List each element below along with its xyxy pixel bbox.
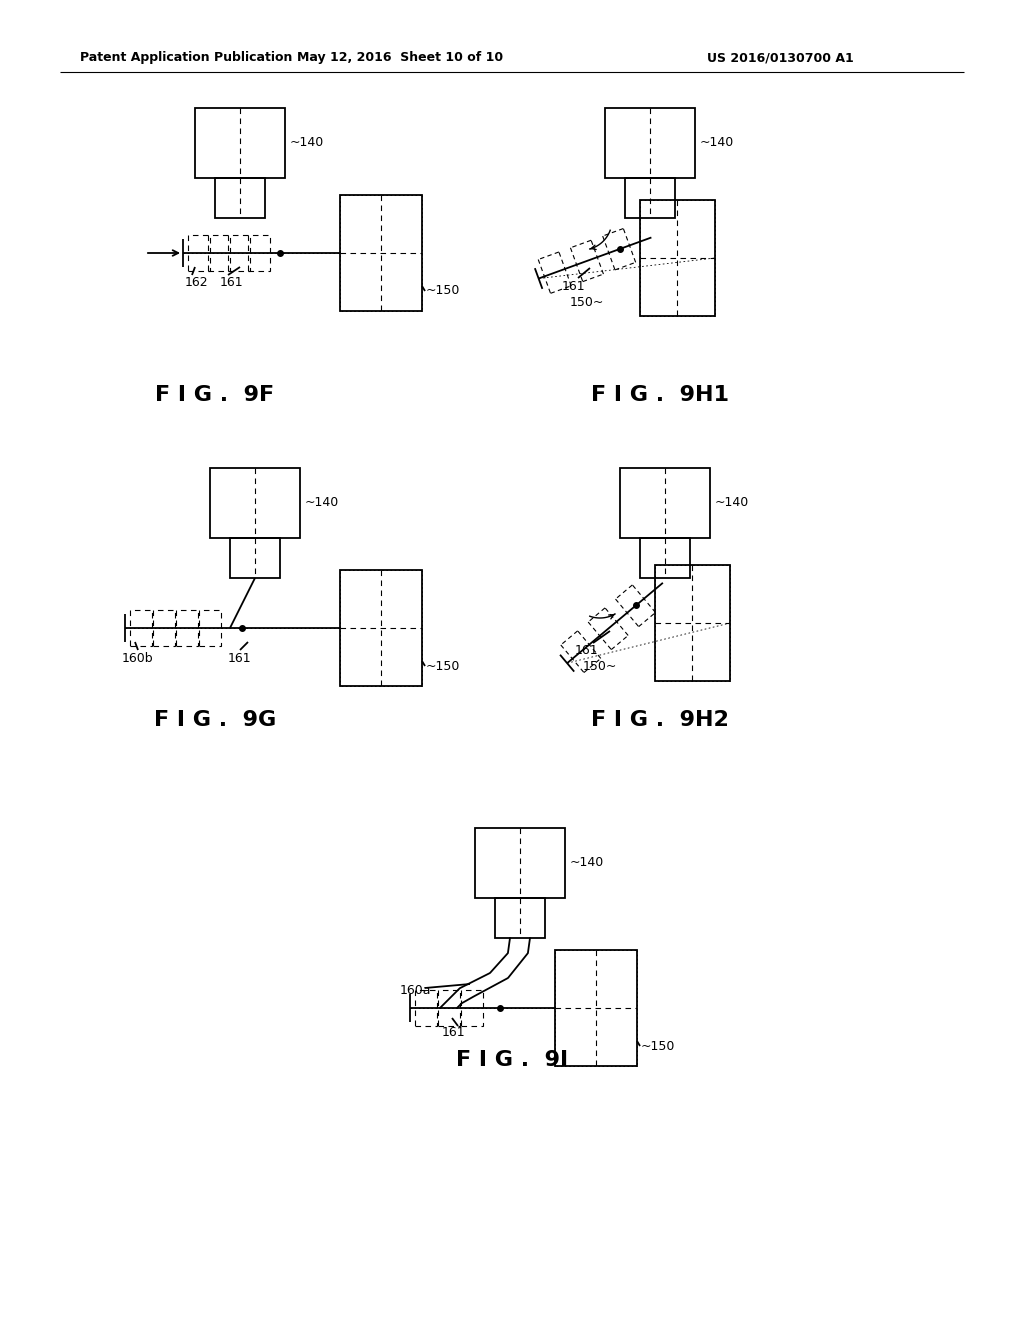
Text: F I G .  9I: F I G . 9I <box>456 1049 568 1071</box>
Text: Patent Application Publication: Patent Application Publication <box>80 51 293 65</box>
Text: 160b: 160b <box>122 652 154 664</box>
Bar <box>199 610 221 645</box>
Bar <box>475 828 565 898</box>
Bar <box>640 539 690 578</box>
Text: F I G .  9H2: F I G . 9H2 <box>591 710 729 730</box>
Text: May 12, 2016  Sheet 10 of 10: May 12, 2016 Sheet 10 of 10 <box>297 51 503 65</box>
Bar <box>340 570 422 686</box>
Bar <box>215 178 265 218</box>
Text: ~150: ~150 <box>641 1040 676 1052</box>
Text: ~140: ~140 <box>715 496 750 510</box>
Bar <box>228 235 250 271</box>
Text: 160a: 160a <box>400 983 431 997</box>
Text: 161: 161 <box>575 644 599 657</box>
Text: F I G .  9F: F I G . 9F <box>156 385 274 405</box>
Text: ~150: ~150 <box>426 285 461 297</box>
Text: 162: 162 <box>185 276 209 289</box>
Bar <box>495 898 545 939</box>
Text: 150~: 150~ <box>570 296 604 309</box>
Text: 161: 161 <box>562 280 586 293</box>
Bar <box>438 990 460 1026</box>
Bar <box>130 610 152 645</box>
Bar <box>340 195 422 312</box>
Bar <box>625 178 675 218</box>
Text: ~150: ~150 <box>426 660 461 672</box>
Text: ~140: ~140 <box>305 496 339 510</box>
Bar <box>176 610 198 645</box>
Text: US 2016/0130700 A1: US 2016/0130700 A1 <box>707 51 853 65</box>
Text: F I G .  9G: F I G . 9G <box>154 710 276 730</box>
Text: ~140: ~140 <box>290 136 325 149</box>
Text: 150~: 150~ <box>583 660 617 673</box>
Bar <box>210 469 300 539</box>
Bar <box>208 235 230 271</box>
Bar <box>188 235 210 271</box>
Bar <box>415 990 437 1026</box>
Bar <box>461 990 483 1026</box>
Text: ~140: ~140 <box>570 857 604 870</box>
Bar <box>605 108 695 178</box>
Bar <box>620 469 710 539</box>
Bar <box>230 539 280 578</box>
Text: 161: 161 <box>228 652 252 664</box>
Bar <box>640 201 715 315</box>
Text: F I G .  9H1: F I G . 9H1 <box>591 385 729 405</box>
Bar <box>153 610 175 645</box>
Bar <box>195 108 285 178</box>
Bar <box>555 950 637 1067</box>
Text: 161: 161 <box>442 1027 466 1040</box>
Bar <box>248 235 270 271</box>
Text: ~140: ~140 <box>700 136 734 149</box>
Bar <box>655 565 730 681</box>
Text: 161: 161 <box>220 276 244 289</box>
